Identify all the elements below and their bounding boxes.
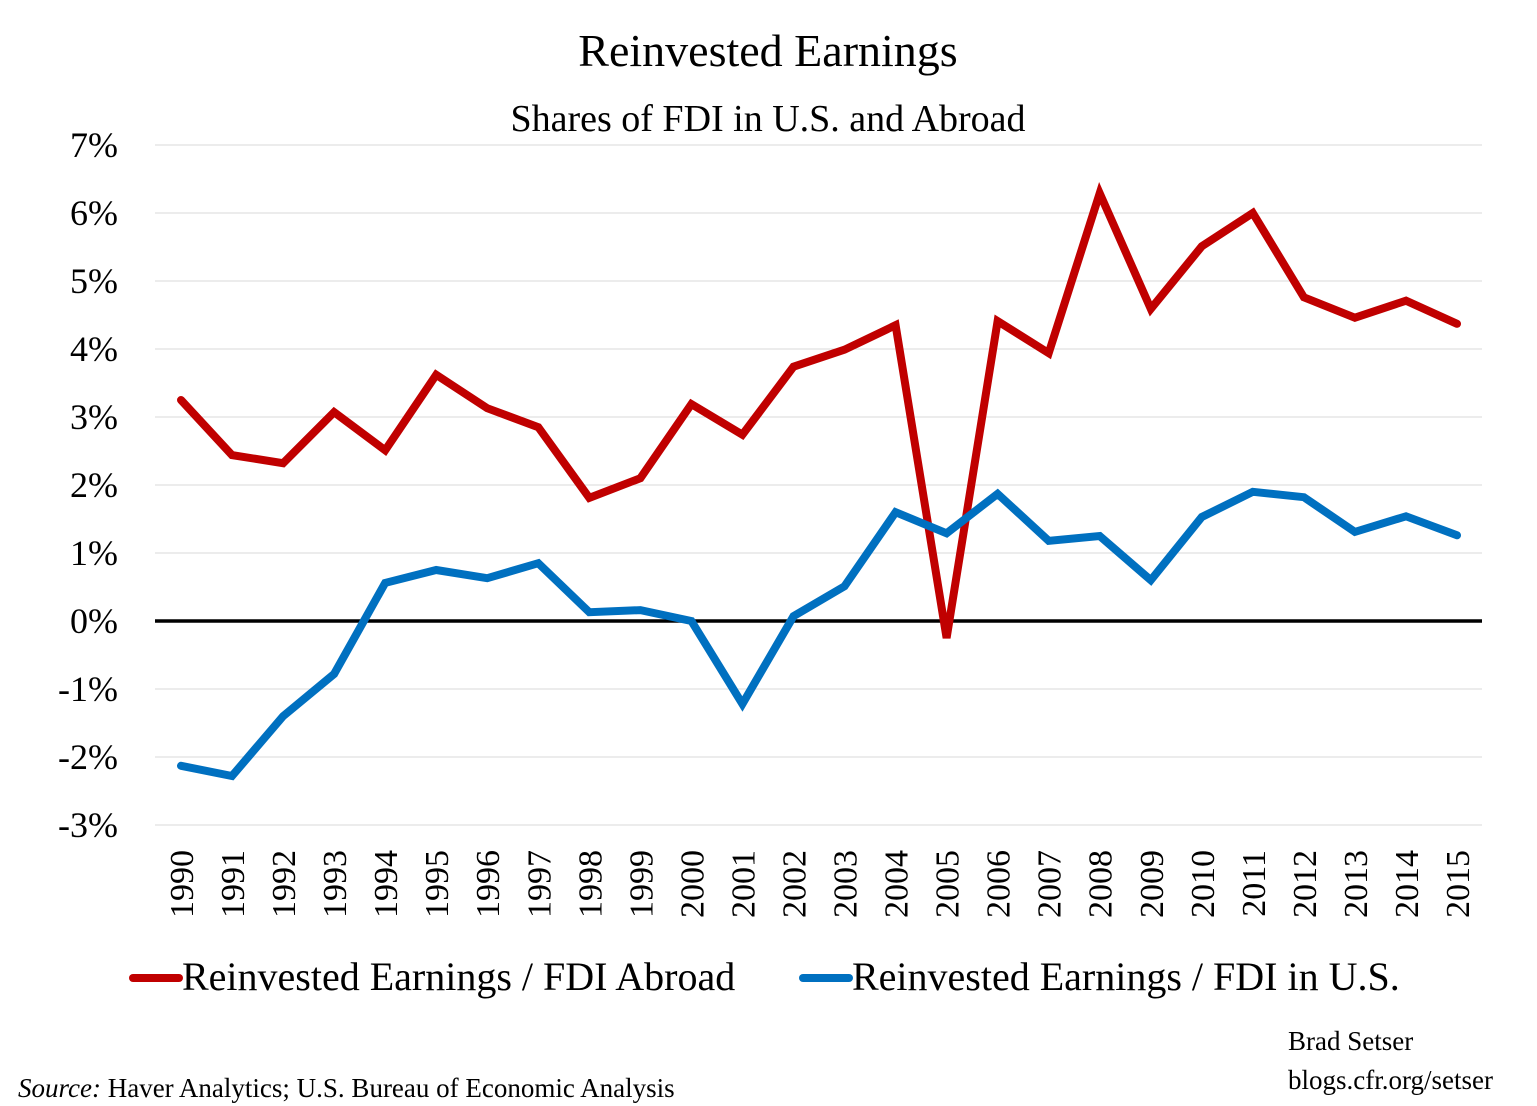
source-text: Haver Analytics; U.S. Bureau of Economic…: [101, 1073, 675, 1103]
x-tick-label: 1999: [623, 850, 660, 918]
x-tick-label: 2006: [981, 850, 1018, 918]
x-tick-label: 2002: [776, 850, 813, 918]
y-tick-label: 3%: [70, 397, 118, 437]
chart-subtitle: Shares of FDI in U.S. and Abroad: [510, 98, 1025, 140]
source-note: Source: Haver Analytics; U.S. Bureau of …: [18, 1073, 675, 1103]
series-line-1: [177, 182, 1461, 639]
x-tick-label: 2012: [1287, 850, 1324, 918]
legend: Reinvested Earnings / FDI Abroad Reinvest…: [129, 954, 1400, 999]
x-tick-label: 2009: [1134, 850, 1171, 918]
x-tick-label: 1991: [215, 850, 252, 918]
author-name: Brad Setser: [1288, 1026, 1413, 1056]
x-tick-label: 2011: [1236, 850, 1273, 917]
x-tick-label: 1994: [368, 850, 405, 918]
x-tick-label: 2000: [674, 850, 711, 918]
y-tick-label: 6%: [70, 193, 118, 233]
series-line-2: [177, 487, 1461, 781]
y-tick-label: 0%: [70, 601, 118, 641]
author-url: blogs.cfr.org/setser: [1288, 1065, 1493, 1095]
x-tick-label: 1990: [164, 850, 201, 918]
x-tick-label: 1993: [317, 850, 354, 918]
y-axis-tick-labels: -3% -2% -1% 0% 1% 2% 3% 4% 5% 6% 7%: [58, 125, 118, 845]
chart-title: Reinvested Earnings: [578, 25, 957, 76]
x-tick-label: 2001: [725, 850, 762, 918]
y-tick-label: -2%: [58, 737, 118, 777]
y-tick-label: 7%: [70, 125, 118, 165]
legend-label: Reinvested Earnings / FDI Abroad: [182, 954, 735, 999]
x-tick-label: 2013: [1338, 850, 1375, 918]
gridlines: [155, 144, 1482, 826]
x-tick-label: 1995: [419, 850, 456, 918]
x-tick-label: 1992: [266, 850, 303, 918]
y-tick-label: 5%: [70, 261, 118, 301]
y-tick-label: -1%: [58, 669, 118, 709]
x-tick-label: 2004: [879, 850, 916, 918]
x-tick-label: 2008: [1083, 850, 1120, 918]
x-tick-label: 2005: [930, 850, 967, 918]
y-tick-label: -3%: [58, 805, 118, 845]
x-tick-label: 2015: [1440, 850, 1477, 918]
source-label: Source:: [18, 1073, 101, 1103]
x-tick-label: 2003: [828, 850, 865, 918]
x-tick-label: 2014: [1389, 850, 1426, 918]
legend-label: Reinvested Earnings / FDI in U.S.: [852, 954, 1400, 999]
x-tick-label: 1997: [521, 850, 558, 918]
y-tick-label: 4%: [70, 329, 118, 369]
y-tick-label: 1%: [70, 533, 118, 573]
x-tick-label: 1996: [470, 850, 507, 918]
y-tick-label: 2%: [70, 465, 118, 505]
x-axis-tick-labels: 1990 1991 1992 1993 1994 1995 1996 1997 1998 1999…: [164, 850, 1477, 918]
x-tick-label: 1998: [572, 850, 609, 918]
x-tick-label: 2010: [1185, 850, 1222, 918]
series-lines: [177, 182, 1461, 781]
x-tick-label: 2007: [1032, 850, 1069, 918]
